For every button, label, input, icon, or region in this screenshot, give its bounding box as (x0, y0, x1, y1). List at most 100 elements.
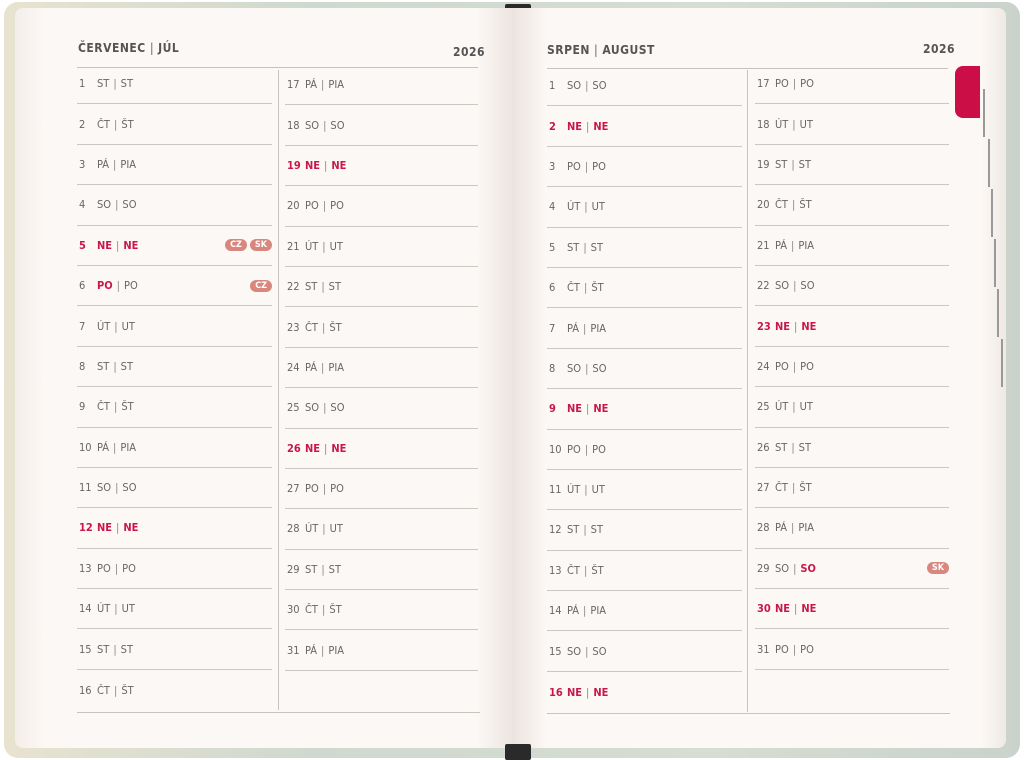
day-row[interactable]: 18 SO | SO (285, 105, 478, 146)
day-row[interactable]: 26 NE | NE (285, 429, 478, 469)
day-number: 30 (287, 603, 300, 617)
day-row[interactable]: 19 ST | ST (755, 145, 949, 186)
day-number: 7 (549, 321, 556, 335)
day-number: 29 (757, 561, 770, 575)
bottom-line (77, 712, 480, 713)
day-number: 4 (549, 200, 556, 214)
day-row[interactable]: 5 ST | ST (547, 228, 742, 268)
day-row[interactable]: 8 ST | ST (77, 347, 272, 388)
day-row[interactable]: 7 PÁ | PIA (547, 308, 742, 349)
separator: | (114, 561, 119, 575)
day-row[interactable]: 20 ČT | ŠT (755, 185, 949, 226)
day-row[interactable]: 12 NE | NE (77, 508, 272, 549)
day-row[interactable]: 17 PÁ | PIA (285, 65, 478, 106)
left-page (15, 8, 512, 748)
day-row[interactable]: 21 ÚT | UT (285, 227, 478, 267)
day-row[interactable]: 30 NE | NE (755, 589, 949, 630)
day-row[interactable]: 2 NE | NE (547, 106, 742, 147)
weekday-sk: PIA (328, 78, 345, 92)
day-row[interactable]: 11 ÚT | UT (547, 470, 742, 511)
day-row[interactable]: 22 SO | SO (755, 266, 949, 307)
separator: | (791, 440, 795, 454)
day-row[interactable]: 24 PO | PO (755, 347, 949, 388)
day-row[interactable]: 25 ÚT | UT (755, 387, 949, 428)
weekday-sk: PIA (120, 157, 137, 171)
weekday-sk: PIA (590, 321, 607, 335)
day-row[interactable]: 5 NE | NE CZ SK (77, 226, 272, 266)
month-tab-edge[interactable] (991, 189, 993, 237)
month-tab-edge[interactable] (994, 239, 996, 287)
separator: | (322, 239, 326, 253)
day-row[interactable]: 23 ČT | ŠT (285, 307, 478, 348)
day-row[interactable]: 24 PÁ | PIA (285, 348, 478, 389)
day-row[interactable]: 8 SO | SO (547, 349, 742, 390)
day-row[interactable]: 19 NE | NE (285, 146, 478, 187)
day-row[interactable]: 2 ČT | ŠT (77, 104, 272, 145)
day-row[interactable]: 13 ČT | ŠT (547, 551, 742, 592)
month-tab-edge[interactable] (997, 289, 999, 337)
day-row[interactable]: 17 PO | PO (755, 64, 949, 105)
separator: | (113, 440, 117, 454)
weekday-cz: PO (305, 199, 319, 213)
day-row[interactable]: 14 PÁ | PIA (547, 591, 742, 632)
day-row[interactable]: 14 ÚT | UT (77, 589, 272, 630)
day-row[interactable]: 11 SO | SO (77, 468, 272, 509)
weekday-sk: UT (799, 400, 813, 414)
day-row[interactable]: 1 SO | SO (547, 66, 742, 107)
day-row[interactable]: 9 ČT | ŠT (77, 387, 272, 428)
day-row[interactable]: 18 ÚT | UT (755, 104, 949, 145)
weekday-cz: SO (305, 401, 320, 415)
separator: | (113, 683, 118, 697)
day-row[interactable]: 27 PO | PO (285, 469, 478, 510)
day-row[interactable]: 27 ČT | ŠT (755, 468, 949, 509)
day-row[interactable]: 10 PO | PO (547, 430, 742, 470)
day-row[interactable]: 15 SO | SO (547, 631, 742, 672)
day-row[interactable]: 31 PÁ | PIA (285, 630, 478, 671)
separator: | (113, 117, 118, 131)
day-row[interactable]: 3 PÁ | PIA (77, 145, 272, 186)
day-row[interactable]: 16 ČT | ŠT (77, 670, 272, 710)
day-row[interactable]: 7 ÚT | UT (77, 306, 272, 347)
day-row[interactable]: 26 ST | ST (755, 428, 949, 468)
day-row[interactable]: 22 ST | ST (285, 267, 478, 308)
month-tab-edge[interactable] (983, 89, 985, 137)
day-row[interactable]: 20 PO | PO (285, 186, 478, 227)
weekday-sk: SO (800, 279, 815, 293)
day-row[interactable]: 15 ST | ST (77, 629, 272, 670)
day-row[interactable]: 23 NE | NE (755, 306, 949, 347)
separator: | (324, 158, 328, 172)
day-row[interactable]: 9 NE | NE (547, 389, 742, 430)
day-row[interactable]: 4 ÚT | UT (547, 187, 742, 228)
left-month-header: ČERVENEC | JÚL (78, 41, 180, 55)
weekday-sk: NE (801, 602, 817, 616)
day-row[interactable]: 6 ČT | ŠT (547, 268, 742, 309)
weekday-sk: NE (123, 238, 139, 252)
separator: | (585, 644, 589, 658)
day-row[interactable]: 31 PO | PO (755, 629, 949, 670)
day-row[interactable]: 3 PO | PO (547, 147, 742, 188)
day-row[interactable]: 12 ST | ST (547, 510, 742, 551)
day-number: 20 (287, 199, 300, 213)
month-tab-edge[interactable] (1001, 339, 1003, 387)
day-row[interactable]: 6 PO | PO CZ (77, 266, 272, 307)
weekday-sk: ŠT (799, 481, 812, 495)
day-row[interactable]: 16 NE | NE (547, 672, 742, 712)
day-row[interactable]: 28 PÁ | PIA (755, 508, 949, 549)
day-row[interactable]: 4 SO | SO (77, 185, 272, 226)
bookmark-ribbon-bottom[interactable] (505, 744, 531, 760)
day-row[interactable]: 30 ČT | ŠT (285, 590, 478, 631)
weekday-cz: ÚT (97, 602, 111, 616)
day-row[interactable]: 29 SO | SO SK (755, 549, 949, 590)
day-row[interactable]: 21 PÁ | PIA (755, 226, 949, 266)
weekday-sk: UT (799, 117, 813, 131)
month-tab-active[interactable] (955, 66, 980, 118)
day-row[interactable]: 29 ST | ST (285, 550, 478, 591)
day-row[interactable]: 10 PÁ | PIA (77, 428, 272, 468)
day-row[interactable]: 1 ST | ST (77, 64, 272, 105)
day-row[interactable]: 13 PO | PO (77, 549, 272, 590)
month-tab-edge[interactable] (988, 139, 990, 187)
day-row[interactable]: 25 SO | SO (285, 388, 478, 429)
weekday-sk: ŠT (591, 563, 604, 577)
day-row[interactable]: 28 ÚT | UT (285, 509, 478, 550)
weekday-cz: SO (775, 561, 790, 575)
